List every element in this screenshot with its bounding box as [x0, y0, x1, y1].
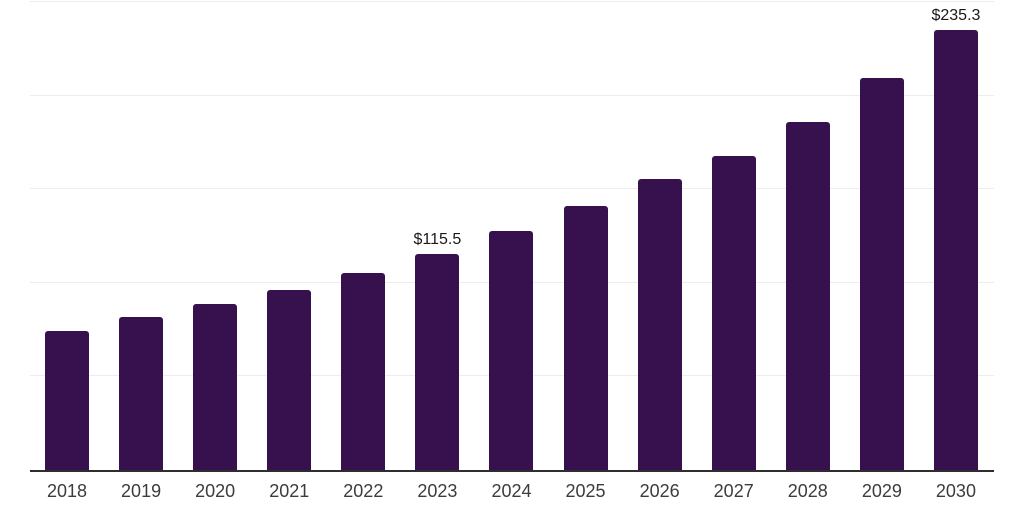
x-tick-label-2019: 2019 — [121, 481, 162, 501]
bar-2030: $235.3 — [931, 7, 980, 470]
x-tick-label-2028: 2028 — [787, 481, 828, 501]
bar-2020 — [193, 303, 238, 470]
plot-area: $115.5 $235.3 — [30, 0, 994, 472]
bar-2019 — [119, 316, 164, 470]
x-tick-label-2025: 2025 — [565, 481, 606, 501]
bar-value-label-2023: $115.5 — [413, 230, 462, 248]
bar-2021 — [267, 289, 312, 470]
x-tick-label-2018: 2018 — [46, 481, 88, 501]
x-tick-label-2027: 2027 — [713, 481, 754, 501]
bar-2023: $115.5 — [414, 231, 461, 470]
bar-2028 — [785, 122, 830, 470]
x-axis-labels: 2018 2019 2020 2021 2022 2023 2024 2025 2026 2027… — [45, 482, 978, 500]
bar-2022 — [341, 273, 386, 470]
bar-2029 — [859, 78, 904, 470]
x-tick-label-2026: 2026 — [639, 481, 680, 501]
bar-2026 — [637, 178, 682, 470]
x-tick-label-2021: 2021 — [269, 481, 310, 501]
x-tick-label-2030: 2030 — [935, 481, 976, 501]
bar-2024 — [489, 231, 534, 470]
x-tick-label-2023: 2023 — [417, 481, 458, 501]
x-tick-label-2020: 2020 — [195, 481, 236, 501]
x-tick-label-2029: 2029 — [861, 481, 902, 501]
bars-row: $115.5 $235.3 — [45, 0, 980, 470]
bar-2018 — [45, 331, 89, 470]
gridline-150 — [30, 188, 994, 190]
gridline-200 — [30, 94, 994, 96]
gridline-250 — [30, 1, 994, 2]
bar-value-label-2030: $235.3 — [931, 6, 981, 24]
bar-2027 — [711, 155, 756, 470]
bar-2025 — [563, 205, 608, 470]
x-tick-label-2024: 2024 — [491, 481, 532, 501]
x-tick-label-2022: 2022 — [343, 481, 384, 501]
